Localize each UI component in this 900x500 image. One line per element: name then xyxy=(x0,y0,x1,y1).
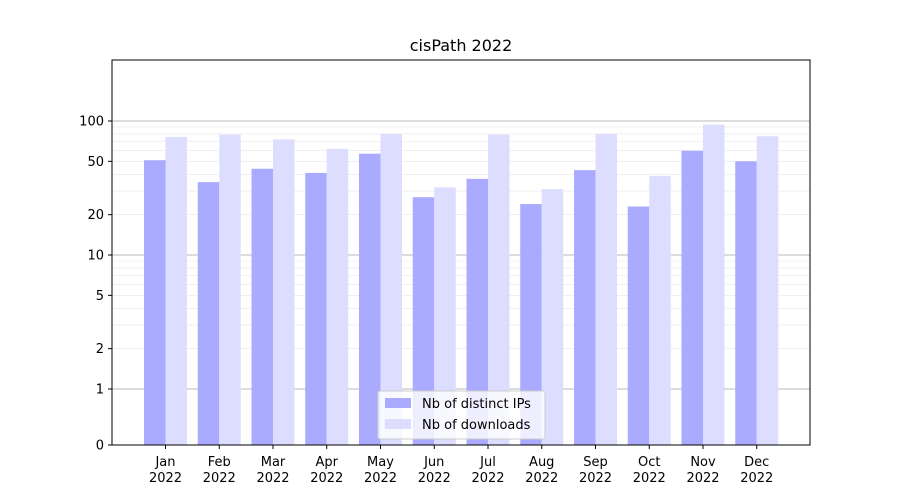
legend-swatch-downloads xyxy=(385,419,411,429)
bar-downloads xyxy=(595,133,617,445)
x-tick-label: Feb 2022 xyxy=(203,455,236,486)
y-tick-label: 2 xyxy=(96,342,104,357)
x-tick-label: Sep 2022 xyxy=(579,455,612,486)
legend: Nb of distinct IPs Nb of downloads xyxy=(377,390,546,440)
bar-ips xyxy=(359,153,381,445)
x-tick-label: Mar 2022 xyxy=(256,455,289,486)
bar-ips xyxy=(681,150,703,446)
x-tick-label: Aug 2022 xyxy=(525,455,558,486)
bar-downloads xyxy=(703,124,725,446)
bar-ips xyxy=(574,170,596,445)
bar-ips xyxy=(197,182,220,445)
y-tick-label: 100 xyxy=(79,115,104,130)
x-tick-label: Jun 2022 xyxy=(418,455,451,486)
bars xyxy=(144,124,779,446)
x-axis: Jan 2022 Feb 2022 Mar 2022 Apr 2022 May 2022 Jun 20… xyxy=(149,445,773,486)
bar-ips xyxy=(520,204,542,445)
bar-downloads xyxy=(756,136,779,445)
x-tick-label: Oct 2022 xyxy=(633,455,666,486)
plot-frame xyxy=(111,59,811,446)
y-axis: 0 1 2 5 10 20 50 100 xyxy=(79,115,112,454)
bar-downloads xyxy=(326,148,349,445)
bar-downloads xyxy=(434,187,456,445)
bar-downloads xyxy=(380,133,402,445)
legend-label-ips: Nb of distinct IPs xyxy=(422,397,531,412)
bar-ips xyxy=(735,161,757,445)
chart-title: cisPath 2022 xyxy=(410,36,513,55)
y-tick-label: 5 xyxy=(96,289,104,304)
x-tick-label: Jan 2022 xyxy=(149,455,182,486)
y-tick-label: 0 xyxy=(96,439,104,454)
legend-swatch-ips xyxy=(385,398,411,408)
bar-downloads xyxy=(219,134,241,446)
bar-ips xyxy=(412,197,435,445)
bar-downloads xyxy=(488,134,510,446)
bar-ips xyxy=(305,172,327,445)
x-tick-label: Jul 2022 xyxy=(471,455,504,486)
bar-ips xyxy=(466,178,488,445)
bar-downloads xyxy=(273,139,295,445)
x-tick-label: Apr 2022 xyxy=(310,455,343,486)
y-tick-label: 50 xyxy=(87,155,104,170)
y-tick-label: 20 xyxy=(87,208,104,223)
y-tick-label: 1 xyxy=(96,383,104,398)
x-tick-label: Dec 2022 xyxy=(740,455,773,486)
bar-downloads xyxy=(541,189,564,445)
x-tick-label: May 2022 xyxy=(364,455,397,486)
legend-label-downloads: Nb of downloads xyxy=(422,418,531,433)
x-tick-label: Nov 2022 xyxy=(686,455,719,486)
bar-downloads xyxy=(649,175,671,445)
bar-ips xyxy=(251,168,273,445)
legend-box xyxy=(377,390,546,440)
y-tick-label: 10 xyxy=(87,249,104,264)
bar-downloads xyxy=(165,136,187,445)
bar-ips xyxy=(627,206,650,445)
bar-ips xyxy=(144,160,166,445)
